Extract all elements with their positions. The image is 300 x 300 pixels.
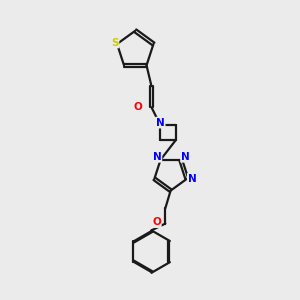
Text: S: S — [111, 38, 118, 47]
Text: N: N — [156, 118, 165, 128]
Text: N: N — [188, 174, 197, 184]
Text: N: N — [181, 152, 190, 162]
Text: O: O — [134, 102, 142, 112]
Text: O: O — [152, 217, 161, 227]
Text: N: N — [153, 152, 161, 162]
